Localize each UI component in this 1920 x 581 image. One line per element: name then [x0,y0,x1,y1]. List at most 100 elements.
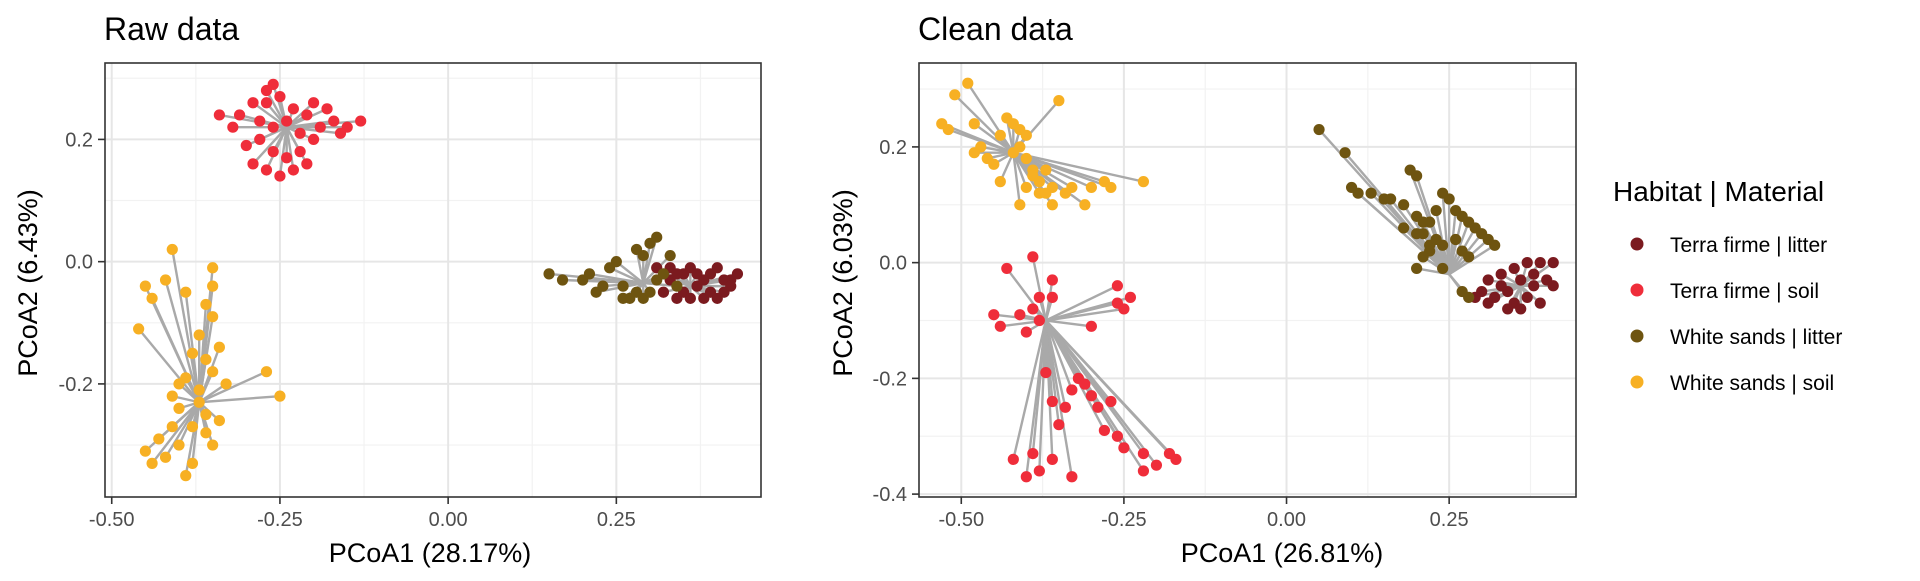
data-point [543,268,555,280]
data-point [213,341,225,353]
data-point [684,292,696,304]
data-point [1170,453,1182,465]
data-point [968,118,980,130]
panel-title-raw: Raw data [104,11,239,47]
data-point [1020,129,1032,141]
panel-raw-data: Raw data PCoA1 (28.17%) PCoA2 (6.43%) -0… [13,11,762,568]
data-point [1137,465,1150,477]
data-point [1150,459,1163,471]
data-point [207,280,219,292]
data-point [146,457,158,469]
data-point [355,115,367,127]
data-point [556,274,569,286]
data-point [1027,448,1039,460]
data-point [139,280,151,292]
data-point [1534,297,1546,309]
data-point [1111,280,1124,292]
data-point [1482,274,1494,286]
segment-line [1013,151,1144,183]
data-point [1040,164,1052,176]
data-point [994,320,1006,332]
data-point [200,408,212,421]
data-point [1020,181,1032,194]
segment-line [1044,320,1073,391]
data-point [637,249,649,262]
segment-line [137,328,201,404]
segment-line [1012,152,1022,205]
data-point [193,329,205,341]
axis-ticks: -0.50 -0.25 0.00 0.25 -0.2 0.0 0.2 [59,129,636,531]
data-point [711,262,723,274]
segment-line [198,370,267,404]
data-point [1430,233,1442,246]
y-tick-label: 0.0 [65,252,93,274]
data-point [193,396,205,408]
data-point [301,158,313,170]
segment-line [151,297,201,403]
data-point [994,176,1006,188]
data-point [1105,395,1117,408]
legend-key [1630,283,1644,297]
y-tick-label: 0.2 [879,137,907,159]
legend-item: Terra firme | litter [1630,234,1827,257]
data-point [1482,297,1494,309]
y-tick-label: 0.0 [879,253,907,275]
data-point [334,127,347,139]
data-point [583,268,596,280]
data-point [1515,303,1527,315]
grid [919,63,1576,497]
data-point [314,121,326,133]
data-point [644,286,656,298]
segment-line [191,402,201,464]
y-tick-label: -0.2 [873,368,907,390]
data-point [133,323,145,335]
x-tick-label: -0.50 [89,509,135,531]
data-point [630,286,643,298]
data-point [1079,378,1091,390]
panel-border [918,62,1577,498]
segment-line [1045,319,1092,328]
data-point [1398,222,1410,234]
data-point [1014,199,1026,211]
legend-key [1630,329,1644,343]
data-point [657,286,670,298]
data-point [321,103,333,115]
data-point [294,146,306,158]
data-point [988,158,1000,170]
segment-line [1012,320,1048,460]
data-point [994,129,1006,141]
data-point [1528,268,1540,280]
data-point [260,164,273,176]
centroid-segments [941,82,1554,477]
segment-line [615,260,645,284]
data-point [962,77,974,89]
data-point [711,292,723,304]
data-point [1059,401,1071,413]
legend: Habitat | Material Terra firme | litter T… [1613,176,1842,395]
data-point [1046,199,1058,211]
data-point [1046,395,1058,408]
y-tick-label: -0.4 [873,484,907,506]
data-point [1020,152,1032,165]
segment-line [245,126,288,147]
segment-line [589,272,644,285]
data-point [1118,303,1130,315]
panel-clean-data: Clean data PCoA1 (26.81%) PCoA2 (6.03%) … [828,11,1577,568]
data-point [1521,257,1533,269]
data-point [968,147,980,159]
data-point [1547,257,1559,269]
x-axis-label-raw: PCoA1 (28.17%) [329,538,532,568]
data-point [1463,291,1475,303]
data-point [153,433,165,445]
data-point [1040,366,1052,379]
data-point [139,445,151,457]
data-point [274,91,286,103]
data-point [725,280,737,292]
data-point [1020,326,1032,338]
segment-line [1045,284,1118,322]
data-point [1137,448,1150,460]
segment-line [1044,320,1074,477]
segment-line [1012,152,1028,188]
x-axis-label-clean: PCoA1 (26.81%) [1181,538,1384,568]
